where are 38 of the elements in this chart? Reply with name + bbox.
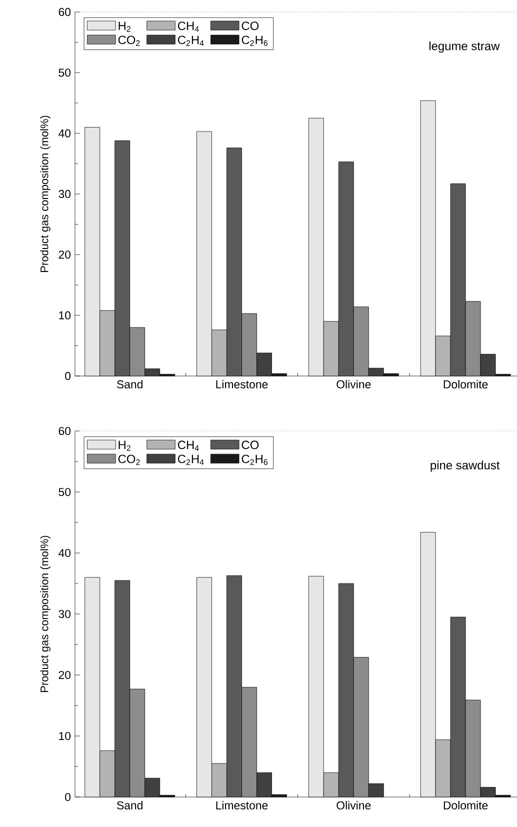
x-tick-label: Olivine	[336, 801, 371, 810]
y-tick-label: 40	[58, 129, 70, 138]
y-tick-label: 0	[64, 372, 70, 380]
legend-label: H$_{2}$	[118, 22, 130, 32]
y-axis-title: Product gas composition (mol%)	[40, 116, 50, 272]
legend-label: CH$_{4}$	[178, 440, 199, 451]
legend-label: CO$_{2}$	[118, 454, 140, 465]
y-axis-title: Product gas composition (mol%)	[40, 536, 50, 692]
x-tick-label: Limestone	[216, 380, 268, 388]
legend-label: H$_{2}$	[118, 440, 130, 451]
legend-label: C$_{2}$H$_{4}$	[178, 454, 204, 465]
y-tick-label: 10	[59, 311, 70, 320]
y-tick-label: 50	[58, 488, 70, 496]
annotation: pine sawdust	[430, 460, 500, 472]
x-tick-label: Sand	[116, 801, 142, 810]
y-tick-label: 60	[58, 8, 70, 16]
y-tick-label: 20	[58, 670, 70, 680]
y-tick-label: 50	[58, 68, 70, 77]
legend-label: CO$_{2}$	[118, 36, 140, 46]
y-tick-label: 0	[64, 792, 70, 802]
legend-label: C$_{2}$H$_{6}$	[242, 454, 268, 465]
x-tick-label: Dolomite	[444, 801, 488, 810]
annotation: legume straw	[429, 41, 500, 53]
legend-label: C$_{2}$H$_{4}$	[178, 36, 204, 46]
x-tick-label: Dolomite	[444, 380, 488, 388]
x-tick-label: Sand	[116, 380, 142, 388]
y-tick-label: 40	[58, 548, 70, 558]
y-tick-label: 20	[58, 250, 70, 259]
legend-label: C$_{2}$H$_{6}$	[242, 36, 268, 46]
legend-label: CH$_{4}$	[178, 22, 199, 32]
legend-label: CO	[242, 22, 258, 30]
legend-label: CO	[242, 440, 258, 450]
y-tick-label: 30	[58, 610, 70, 618]
x-tick-label: Limestone	[216, 801, 268, 810]
x-tick-label: Olivine	[336, 380, 371, 388]
y-tick-label: 10	[59, 732, 70, 740]
y-tick-label: 60	[58, 426, 70, 436]
y-tick-label: 30	[58, 190, 70, 198]
